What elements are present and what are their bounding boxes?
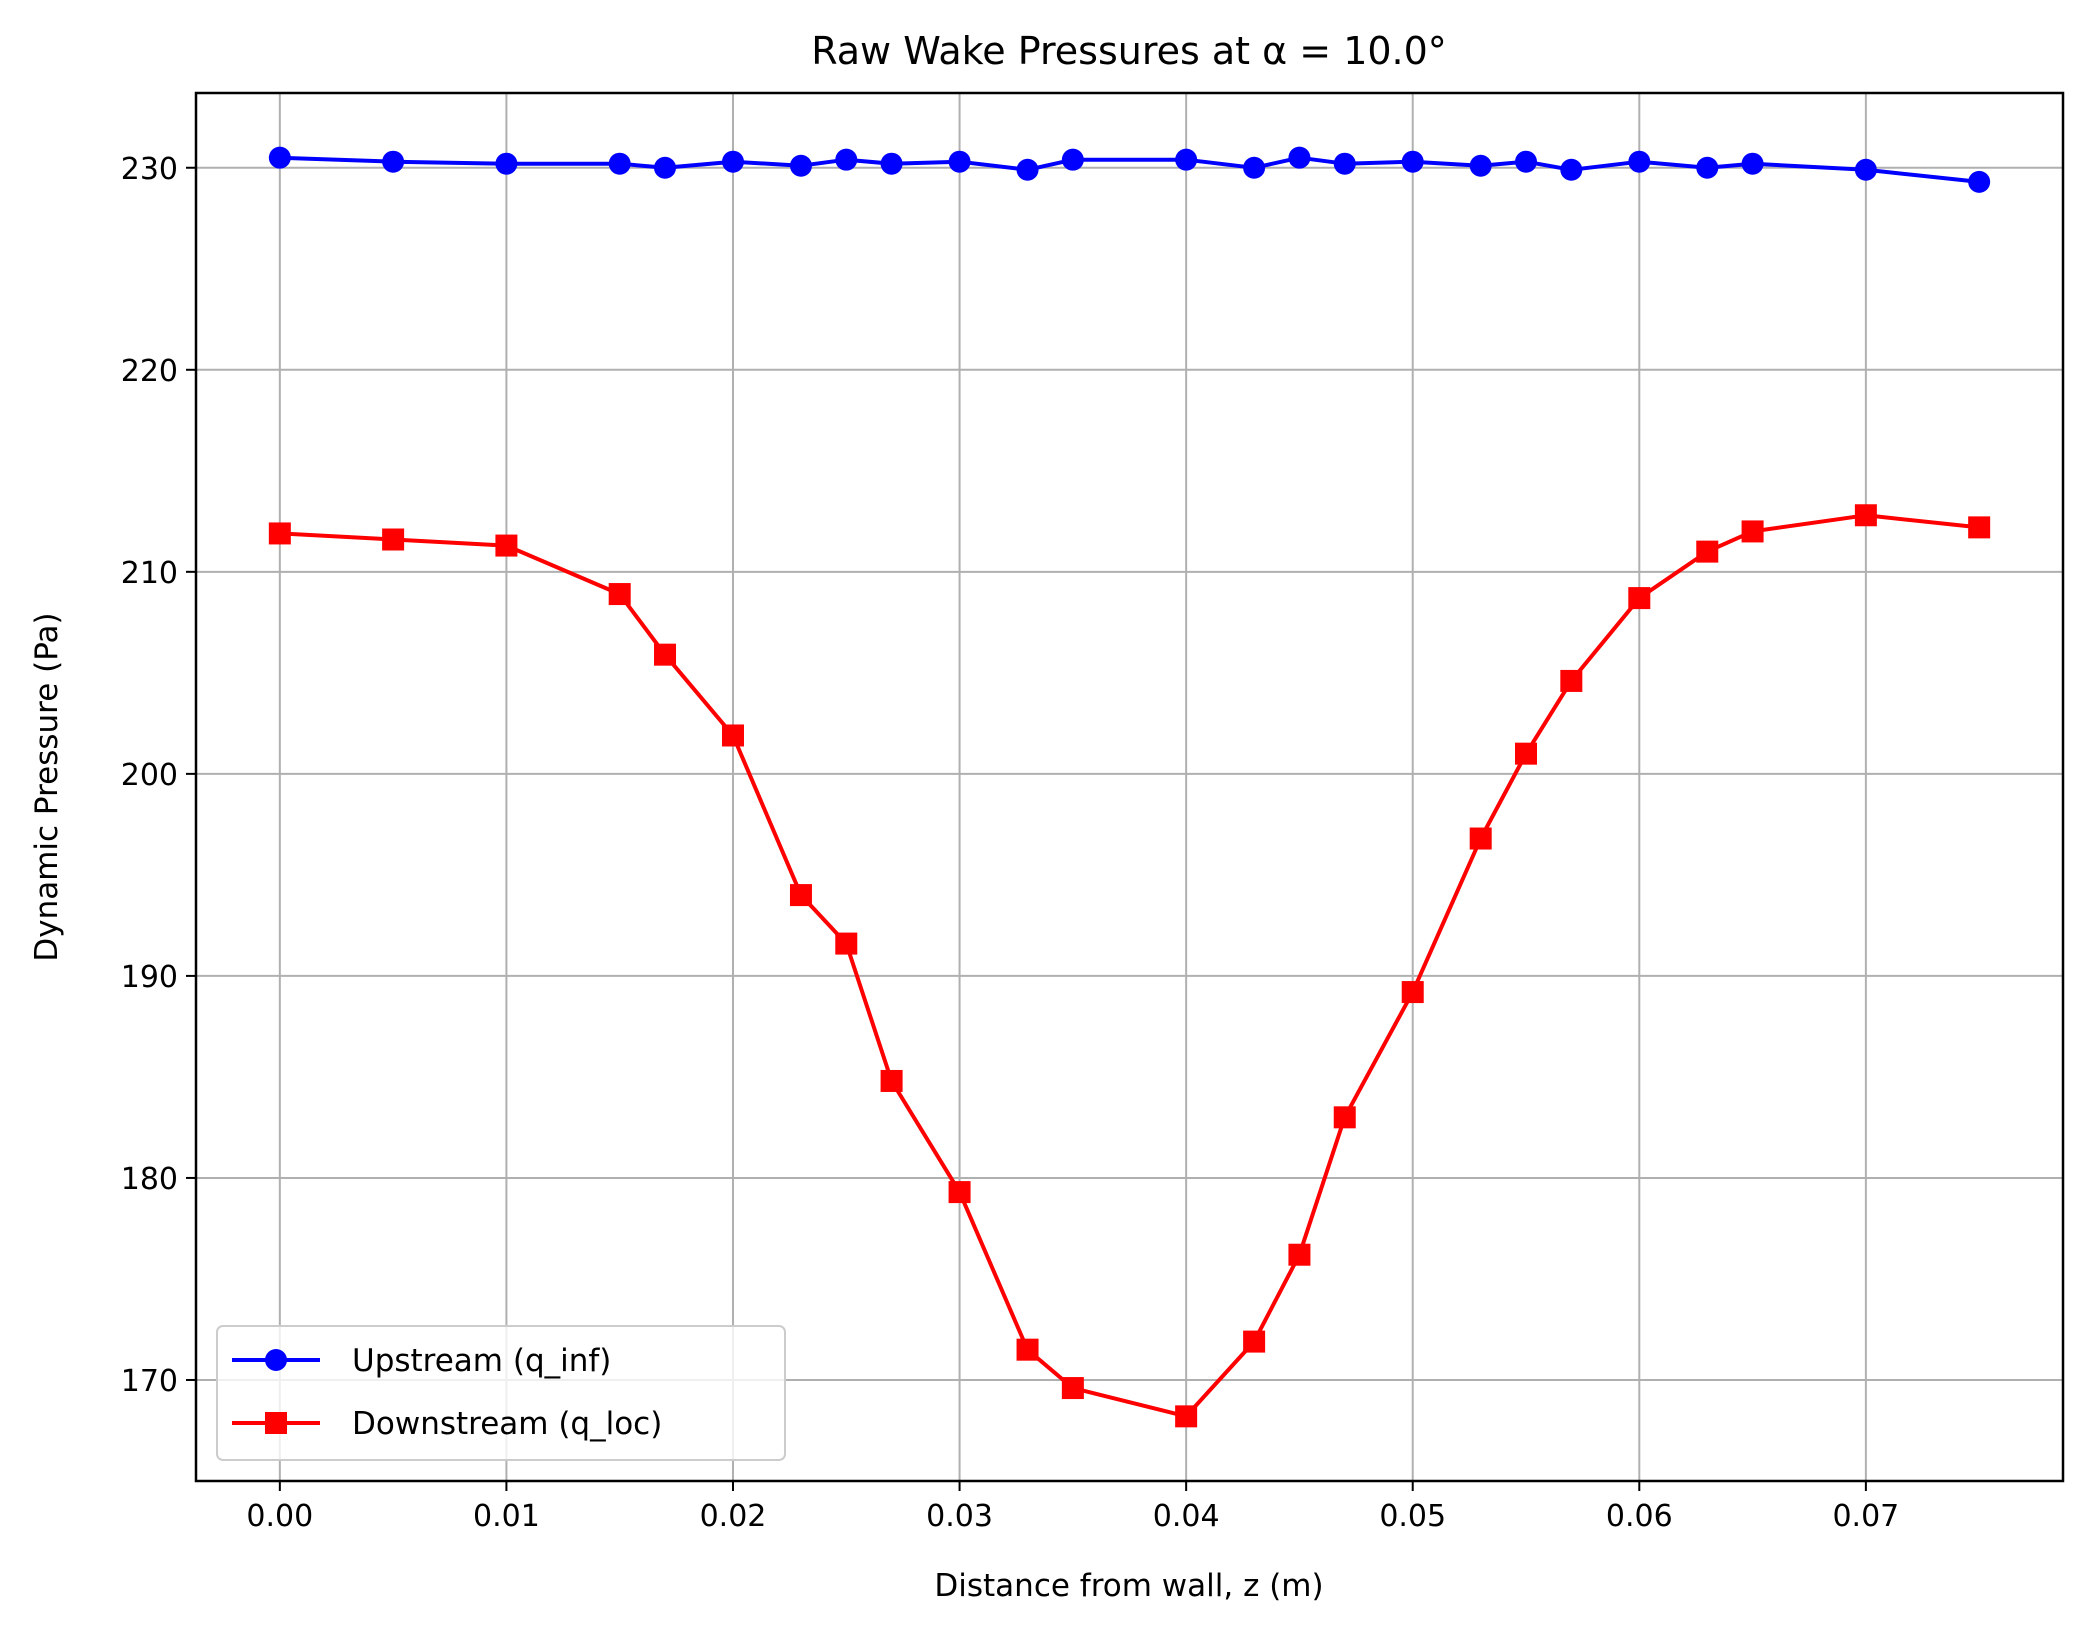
data-point [835,932,858,955]
x-tick-label: 0.02 [700,1499,767,1534]
y-tick-label: 210 [121,556,178,591]
data-point [1061,1377,1084,1400]
data-point [880,152,903,175]
x-tick-label: 0.06 [1606,1499,1673,1534]
x-axis: 0.00 0.01 0.02 0.03 0.04 0.05 0.06 0.07 [246,1481,1899,1534]
legend-box [216,1325,786,1461]
data-point [495,152,518,175]
data-point [1515,150,1538,173]
data-point [382,150,405,173]
data-point [1333,152,1356,175]
data-point [1560,669,1583,692]
x-tick-label: 0.07 [1832,1499,1899,1534]
series-downstream [268,504,1991,1428]
data-point [1333,1106,1356,1129]
x-tick-label: 0.00 [246,1499,313,1534]
data-point [268,146,291,169]
data-point [1560,158,1583,181]
series-layer [268,146,1991,1428]
data-point [789,154,812,177]
y-tick-label: 170 [121,1364,178,1399]
series-upstream [268,146,1991,193]
data-point [880,1069,903,1092]
data-point [721,150,744,173]
data-point [1288,146,1311,169]
x-tick-label: 0.01 [473,1499,540,1534]
y-tick-label: 190 [121,960,178,995]
data-point [1741,520,1764,543]
data-point [1741,152,1764,175]
data-point [382,528,405,551]
chart-title: Raw Wake Pressures at α = 10.0° [811,29,1447,73]
data-point [948,1181,971,1204]
data-point [948,150,971,173]
data-point [1696,156,1719,179]
y-axis-label: Dynamic Pressure (Pa) [29,612,65,961]
data-point [1401,150,1424,173]
y-axis: 170 180 190 200 210 220 230 [121,152,196,1399]
y-tick-label: 230 [121,152,178,187]
data-point [1175,148,1198,171]
data-point [1469,154,1492,177]
data-point [1628,150,1651,173]
data-point [268,522,291,545]
data-point [1401,981,1424,1004]
data-point [1854,158,1877,181]
data-point [495,534,518,557]
legend-marker-downstream [265,1412,287,1434]
legend-label-downstream: Downstream (q_loc) [352,1406,662,1442]
data-point [654,643,677,666]
data-point [1515,742,1538,765]
data-point [654,156,677,179]
legend-label-upstream: Upstream (q_inf) [352,1343,611,1379]
data-point [1243,1330,1266,1353]
data-point [1469,827,1492,850]
y-tick-label: 180 [121,1162,178,1197]
data-point [1854,504,1877,527]
plot-frame [194,91,2065,1483]
data-point [1288,1243,1311,1266]
data-point [1175,1405,1198,1428]
legend-marker-upstream [265,1349,287,1371]
data-point [835,148,858,171]
data-point [721,724,744,747]
data-point [1968,516,1991,539]
x-axis-label: Distance from wall, z (m) [934,1568,1323,1604]
data-point [608,583,631,606]
data-point [608,152,631,175]
y-tick-label: 220 [121,354,178,389]
legend: Upstream (q_inf) Downstream (q_loc) [216,1325,786,1461]
data-point [1243,156,1266,179]
data-point [1968,170,1991,193]
data-point [1016,1338,1039,1361]
data-point [1696,540,1719,563]
y-tick-label: 200 [121,758,178,793]
data-point [789,884,812,907]
data-point [1061,148,1084,171]
data-point [1016,158,1039,181]
x-tick-label: 0.04 [1153,1499,1220,1534]
data-point [1628,587,1651,610]
x-tick-label: 0.05 [1379,1499,1446,1534]
x-tick-label: 0.03 [926,1499,993,1534]
